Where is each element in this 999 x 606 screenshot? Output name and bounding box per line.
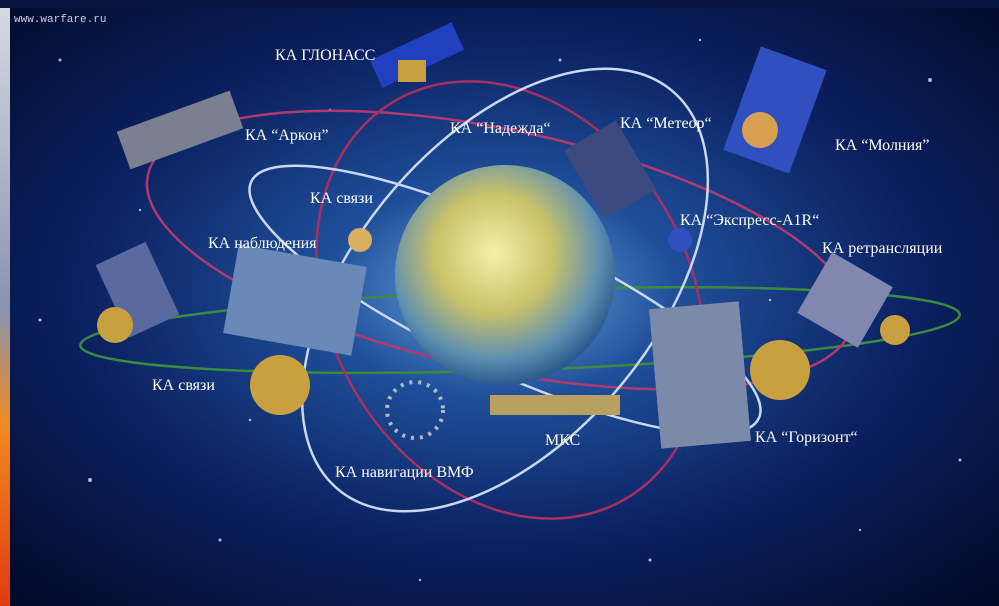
satellites	[95, 22, 910, 449]
earth	[395, 165, 615, 385]
label: КА связи	[310, 190, 373, 207]
label: КА наблюдения	[208, 235, 317, 252]
top-bar	[0, 0, 999, 8]
label: КА “Метеор“	[620, 115, 712, 132]
label: КА “Молния”	[835, 137, 930, 154]
labels: КА ГЛОНАСС КА “Аркон” КА “Надежда“ КА “М…	[152, 47, 943, 481]
left-strip	[0, 8, 10, 606]
label: МКС	[545, 432, 580, 449]
label: КА “Аркон”	[245, 127, 329, 144]
label: КА навигации ВМФ	[335, 464, 474, 481]
label: КА ретрансляции	[822, 240, 943, 257]
watermark: www.warfare.ru	[14, 14, 106, 26]
label: КА “Надежда“	[450, 120, 551, 137]
label: КА “Экспресс-A1R“	[680, 212, 819, 229]
label: КА “Горизонт“	[755, 429, 858, 446]
label: КА ГЛОНАСС	[275, 47, 375, 64]
label: КА связи	[152, 377, 215, 394]
